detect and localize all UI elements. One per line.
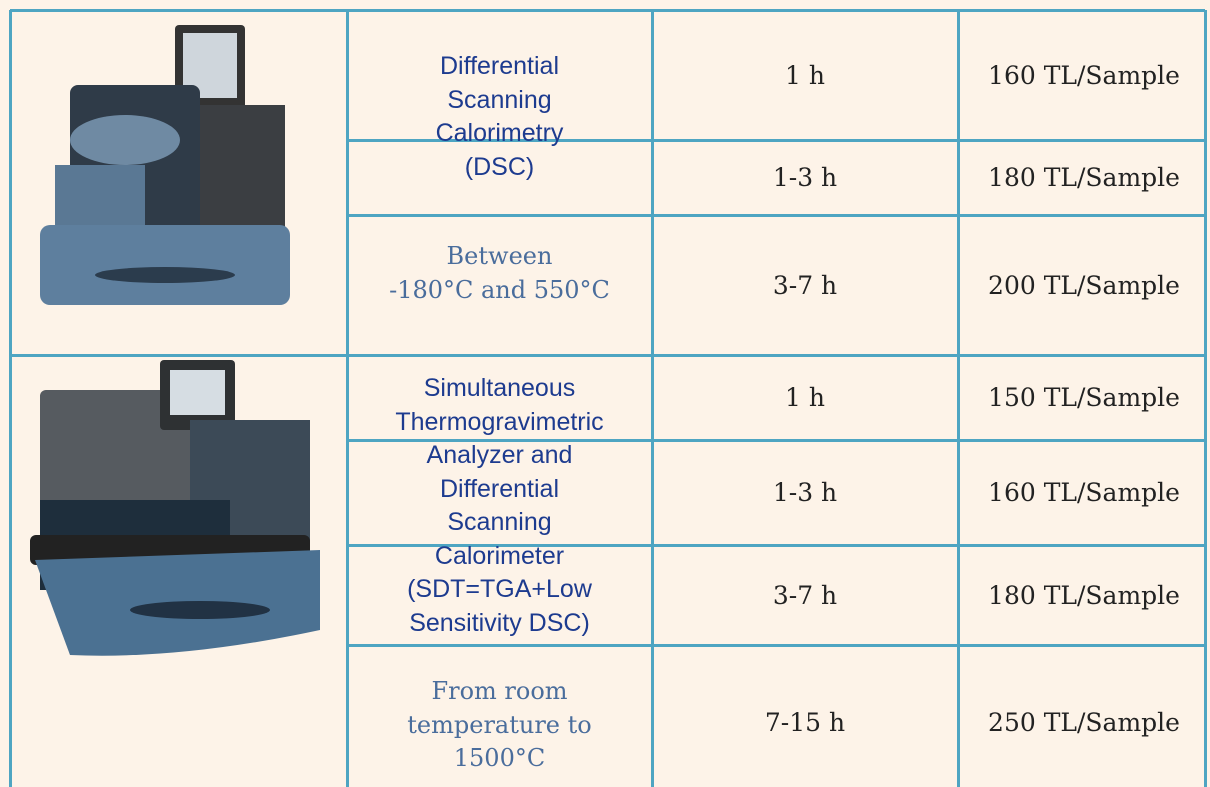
instrument-name: Differential	[347, 50, 652, 84]
duration: 1 h	[652, 10, 958, 140]
instrument-name: Scanning	[347, 84, 652, 118]
duration: 3-7 h	[652, 215, 958, 355]
temperature-range: 1500°C	[347, 742, 652, 776]
temperature-range: -180°C and 550°C	[347, 274, 652, 308]
instrument-name: Thermogravimetric	[347, 406, 652, 440]
price: 180 TL/Sample	[958, 140, 1210, 215]
duration: 1-3 h	[652, 440, 958, 545]
instrument-name: Scanning	[347, 506, 652, 540]
temperature-range: Between	[347, 240, 652, 274]
instrument-name: Calorimeter	[347, 540, 652, 574]
price-table: 1 h160 TL/Sample1-3 h180 TL/Sample3-7 h2…	[0, 0, 1210, 787]
duration: 7-15 h	[652, 645, 958, 787]
sdt-instrument-image	[30, 360, 330, 660]
price: 200 TL/Sample	[958, 215, 1210, 355]
price: 160 TL/Sample	[958, 10, 1210, 140]
price: 160 TL/Sample	[958, 440, 1210, 545]
instrument-name: Differential	[347, 473, 652, 507]
price: 180 TL/Sample	[958, 545, 1210, 645]
instrument-name: Sensitivity DSC)	[347, 607, 652, 641]
duration: 1 h	[652, 355, 958, 440]
instrument-name: Analyzer and	[347, 439, 652, 473]
temperature-range: temperature to	[347, 709, 652, 743]
price: 250 TL/Sample	[958, 645, 1210, 787]
duration: 3-7 h	[652, 545, 958, 645]
instrument-name: (DSC)	[347, 151, 652, 185]
price: 150 TL/Sample	[958, 355, 1210, 440]
column-border	[9, 10, 12, 787]
instrument-name: (SDT=TGA+Low	[347, 573, 652, 607]
instrument-name: Simultaneous	[347, 372, 652, 406]
instrument-name: Calorimetry	[347, 117, 652, 151]
temperature-range: From room	[347, 675, 652, 709]
duration: 1-3 h	[652, 140, 958, 215]
dsc-instrument-image	[35, 25, 325, 325]
